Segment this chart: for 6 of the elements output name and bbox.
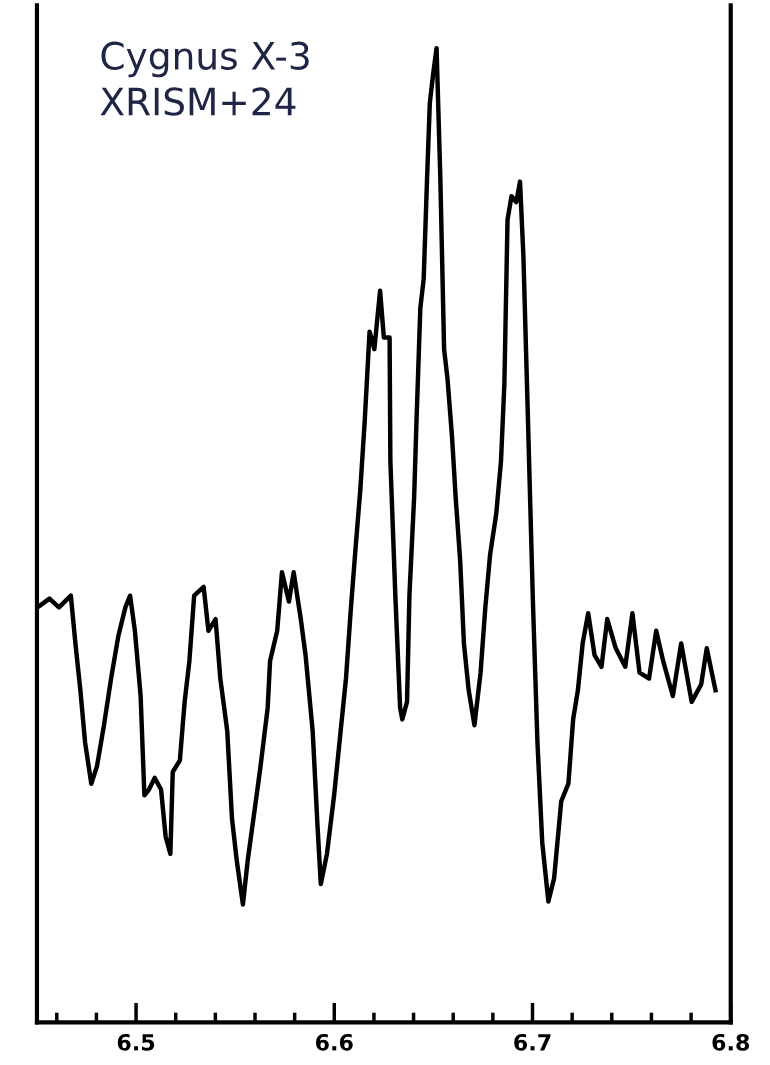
x-tick-label: 6.5 [117,1033,155,1051]
annotation: XRISM+24 [100,87,296,116]
x-tick-label: 6.6 [315,1033,353,1051]
annotation: Cygnus X-3 [101,41,309,78]
x-tick-label: 6.8 [712,1033,750,1051]
x-tick-label: 6.7 [514,1033,551,1051]
